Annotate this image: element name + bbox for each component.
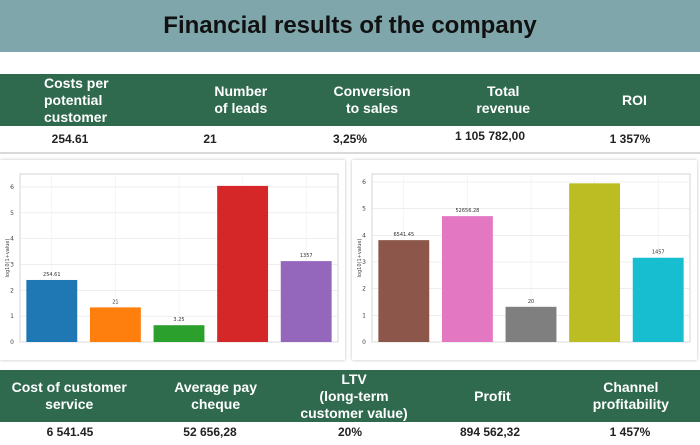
- y-tick-label: 5: [10, 210, 14, 217]
- kpi-values-bottom: 6 541.45 52 656,28 20% 894 562,32 1 457%: [0, 419, 700, 445]
- y-tick-label: 4: [10, 236, 14, 243]
- kpi-values-top: 254.61 21 3,25% 1 105 782,00 1 357%: [0, 126, 700, 154]
- kpi-header-avg-cheque: Average pay cheque: [174, 379, 257, 412]
- data-label: 21: [112, 299, 118, 305]
- kpi-value-channel-profitability: 1 457%: [609, 425, 651, 439]
- bar: [441, 216, 493, 342]
- y-axis-label: log10(1+value): [357, 238, 363, 277]
- bar: [217, 185, 269, 342]
- data-label: 6541.45: [393, 232, 414, 238]
- bar: [280, 261, 332, 342]
- data-label: 1457: [652, 250, 665, 256]
- y-axis-label: log10(1+value): [5, 238, 11, 277]
- page-title: Financial results of the company: [163, 12, 537, 39]
- kpi-header-roi: ROI: [621, 91, 647, 108]
- bar: [89, 307, 141, 342]
- kpi-header-conversion: Conversion to sales: [333, 83, 411, 116]
- kpi-header-bottom: Cost of customer service Average pay che…: [0, 370, 700, 422]
- kpi-value-ltv: 20%: [337, 425, 363, 439]
- kpi-header-profit: Profit: [474, 387, 511, 404]
- y-tick-label: 1: [10, 313, 14, 320]
- data-label: 254.61: [43, 272, 61, 278]
- chart-panel-right: 0 1 2 3 4 5 6 log10(1+value) 6541.45 52656.28 20 14…: [352, 160, 697, 360]
- kpi-value-cost-per-customer: 254.61: [51, 132, 89, 146]
- kpi-header-leads: Number of leads: [214, 83, 268, 116]
- kpi-header-channel-profitability: Channel profitability: [592, 379, 669, 412]
- kpi-value-avg-cheque: 52 656,28: [183, 425, 237, 439]
- y-tick-label: 6: [362, 179, 366, 186]
- y-tick-label: 1: [362, 312, 366, 319]
- kpi-header-cost-per-customer: Costs per potential customer: [44, 74, 109, 125]
- y-tick-label: 0: [10, 339, 14, 346]
- kpi-header-top: Costs per potential customer Number of l…: [0, 74, 700, 126]
- kpi-value-revenue: 1 105 782,00: [454, 129, 526, 143]
- kpi-value-service-cost: 6 541.45: [46, 425, 94, 439]
- y-tick-label: 2: [362, 286, 366, 293]
- bar-chart-left: 0 1 2 3 4 5 6 log10(1+value) 254.61 21 3.25 1357: [5, 173, 339, 346]
- kpi-header-revenue: Total revenue: [476, 83, 531, 116]
- data-label: 52656.28: [455, 208, 479, 214]
- y-tick-label: 2: [10, 287, 14, 294]
- y-tick-label: 5: [362, 206, 366, 213]
- data-label: 20: [528, 299, 534, 305]
- bar: [153, 325, 205, 342]
- data-label: 1357: [300, 253, 313, 259]
- kpi-value-leads: 21: [203, 132, 217, 146]
- bar: [569, 183, 621, 342]
- bar: [26, 279, 78, 342]
- y-tick-label: 3: [10, 261, 14, 268]
- y-tick-label: 6: [10, 184, 14, 191]
- kpi-value-conversion: 3,25%: [332, 132, 368, 146]
- kpi-header-service-cost: Cost of customer service: [11, 379, 127, 412]
- bar: [505, 306, 557, 342]
- y-tick-label: 0: [362, 339, 366, 346]
- bar: [632, 257, 684, 342]
- kpi-header-ltv: LTV (long-term customer value): [300, 370, 408, 421]
- y-tick-label: 4: [362, 232, 366, 239]
- kpi-value-roi: 1 357%: [609, 132, 651, 146]
- bar-chart-right: 0 1 2 3 4 5 6 log10(1+value) 6541.45 52656.28 20 14…: [357, 173, 691, 346]
- bar: [378, 240, 430, 342]
- data-label: 3.25: [173, 317, 184, 323]
- kpi-value-profit: 894 562,32: [459, 425, 521, 439]
- chart-panel-left: 0 1 2 3 4 5 6 log10(1+value) 254.61 21 3.25 1357: [0, 160, 345, 360]
- y-tick-label: 3: [362, 259, 366, 266]
- title-bar: Financial results of the company: [0, 0, 700, 52]
